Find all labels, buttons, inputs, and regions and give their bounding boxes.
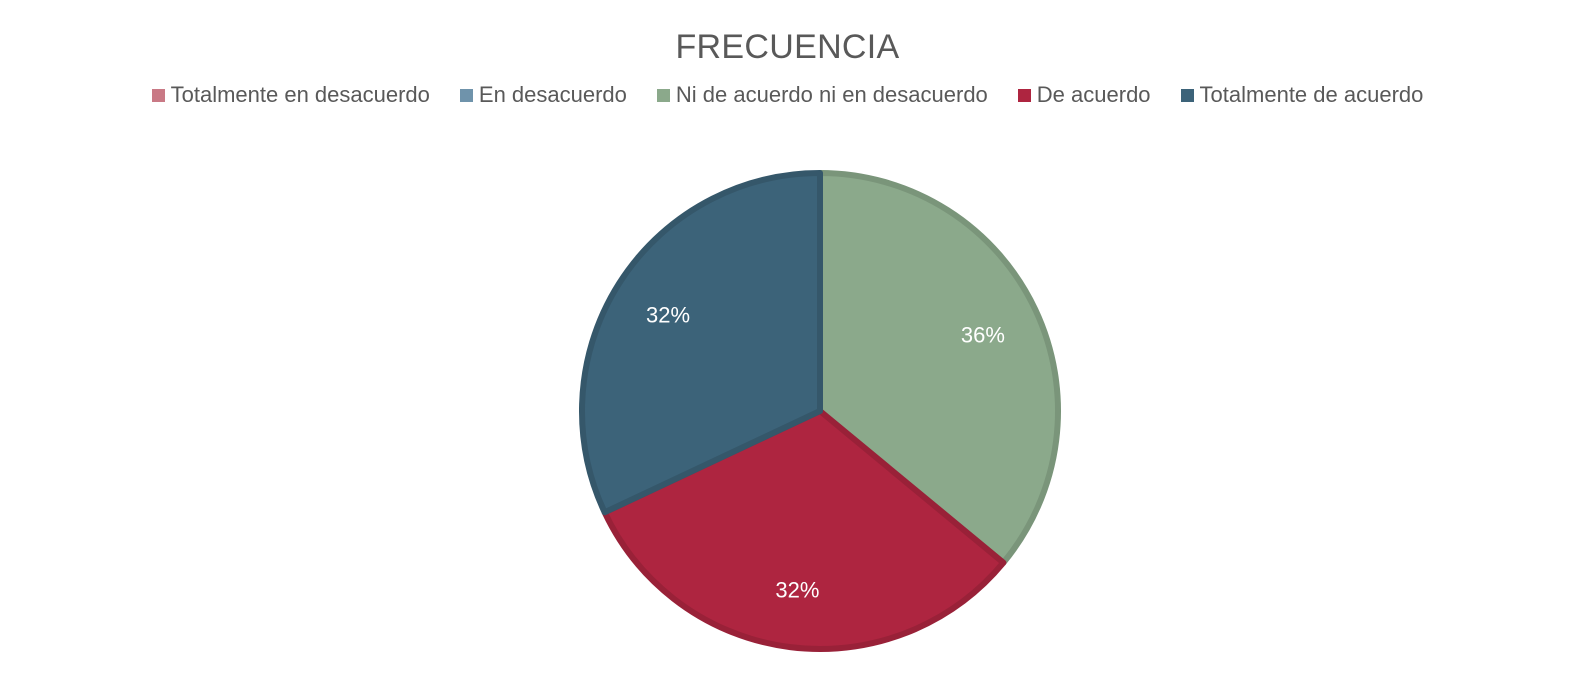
legend-item-totalmente-en-desacuerdo: Totalmente en desacuerdo xyxy=(151,82,430,108)
legend-swatch xyxy=(1017,88,1031,102)
slice-data-label-2: 36% xyxy=(961,322,1005,347)
chart-title: FRECUENCIA xyxy=(675,28,900,66)
legend: Totalmente en desacuerdo En desacuerdo N… xyxy=(0,82,1575,108)
legend-item-ni-de-acuerdo-ni-en-desacuerdo: Ni de acuerdo ni en desacuerdo xyxy=(656,82,988,108)
legend-item-totalmente-de-acuerdo: Totalmente de acuerdo xyxy=(1180,82,1424,108)
pie-slice-4 xyxy=(579,170,823,516)
legend-swatch xyxy=(1180,88,1194,102)
legend-swatch xyxy=(459,88,473,102)
pie-slice-2 xyxy=(817,170,1061,566)
legend-label: Totalmente de acuerdo xyxy=(1199,82,1424,107)
slice-data-label-3: 32% xyxy=(775,578,819,603)
legend-item-de-acuerdo: De acuerdo xyxy=(1017,82,1151,108)
legend-swatch xyxy=(151,88,165,102)
legend-item-en-desacuerdo: En desacuerdo xyxy=(459,82,627,108)
legend-label: En desacuerdo xyxy=(478,82,627,107)
legend-swatch xyxy=(656,88,670,102)
legend-label: Ni de acuerdo ni en desacuerdo xyxy=(675,82,988,107)
legend-label: Totalmente en desacuerdo xyxy=(170,82,430,107)
legend-label: De acuerdo xyxy=(1036,82,1151,107)
slice-data-label-4: 32% xyxy=(646,303,690,328)
pie-slice-3 xyxy=(601,408,1007,652)
